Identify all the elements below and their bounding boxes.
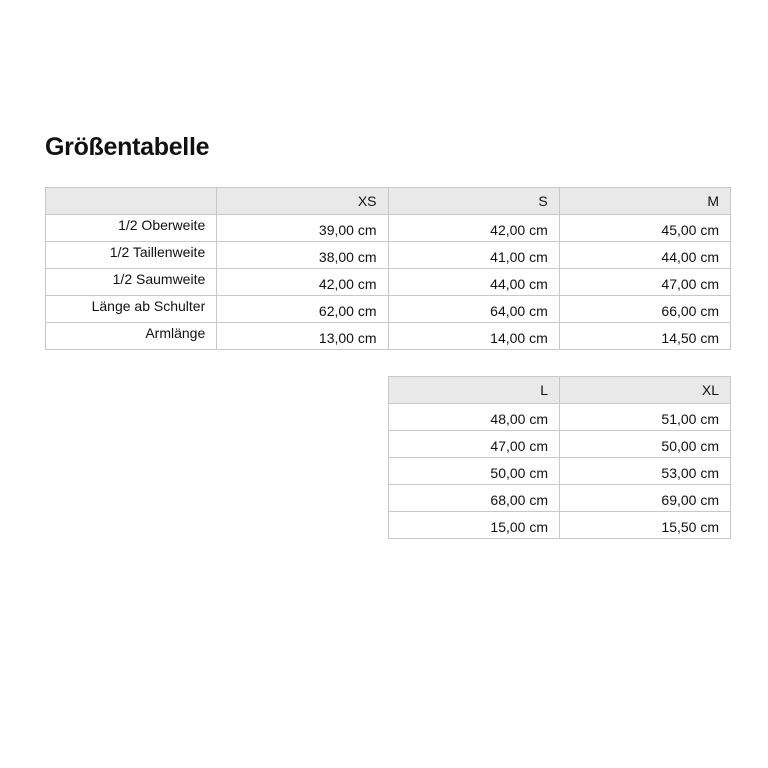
table-cell: 64,00 cm — [387, 295, 560, 323]
row-label: 1/2 Saumweite — [44, 268, 218, 296]
table-row: 48,00 cm 51,00 cm — [388, 403, 731, 431]
header-s: S — [387, 187, 560, 215]
table-cell: 42,00 cm — [216, 268, 389, 296]
table-row: 15,00 cm 15,50 cm — [388, 511, 731, 539]
table-header-row: XS S M — [44, 187, 732, 215]
row-label: 1/2 Oberweite — [44, 214, 218, 242]
table-cell: 14,00 cm — [387, 322, 560, 350]
row-label: 1/2 Taillenweite — [44, 241, 218, 269]
table-cell: 62,00 cm — [216, 295, 389, 323]
table-cell: 50,00 cm — [559, 430, 731, 458]
table-cell: 15,50 cm — [559, 511, 731, 539]
header-l: L — [388, 376, 560, 404]
table-cell: 68,00 cm — [388, 484, 560, 512]
table-row: 1/2 Saumweite 42,00 cm 44,00 cm 47,00 cm — [44, 268, 732, 296]
header-xl: XL — [559, 376, 731, 404]
table-cell: 47,00 cm — [558, 268, 732, 296]
row-label: Länge ab Schulter — [44, 295, 218, 323]
page-title: Größentabelle — [45, 133, 210, 161]
table-cell: 41,00 cm — [387, 241, 560, 269]
table-cell: 45,00 cm — [558, 214, 732, 242]
table-row: 1/2 Oberweite 39,00 cm 42,00 cm 45,00 cm — [44, 214, 732, 242]
table-cell: 66,00 cm — [558, 295, 732, 323]
table-cell: 15,00 cm — [388, 511, 560, 539]
table-cell: 50,00 cm — [388, 457, 560, 485]
table-row: Armlänge 13,00 cm 14,00 cm 14,50 cm — [44, 322, 732, 350]
header-xs: XS — [216, 187, 389, 215]
table-row: 1/2 Taillenweite 38,00 cm 41,00 cm 44,00 cm — [44, 241, 732, 269]
table-row: 47,00 cm 50,00 cm — [388, 430, 731, 458]
table-header-row: L XL — [388, 376, 731, 404]
table-cell: 47,00 cm — [388, 430, 560, 458]
table-cell: 53,00 cm — [559, 457, 731, 485]
table-cell: 44,00 cm — [558, 241, 732, 269]
table-cell: 48,00 cm — [388, 403, 560, 431]
row-label: Armlänge — [44, 322, 218, 350]
header-m: M — [558, 187, 732, 215]
size-table-xs-m: XS S M 1/2 Oberweite 39,00 cm 42,00 cm 45,0… — [44, 187, 732, 350]
table-row: 68,00 cm 69,00 cm — [388, 484, 731, 512]
table-row: Länge ab Schulter 62,00 cm 64,00 cm 66,00 c… — [44, 295, 732, 323]
table-row: 50,00 cm 53,00 cm — [388, 457, 731, 485]
header-empty — [44, 187, 218, 215]
table-cell: 14,50 cm — [558, 322, 732, 350]
table-cell: 69,00 cm — [559, 484, 731, 512]
size-table-l-xl: L XL 48,00 cm 51,00 cm 47,00 cm 50,00 cm 50,… — [388, 376, 731, 539]
table-cell: 38,00 cm — [216, 241, 389, 269]
table-cell: 51,00 cm — [559, 403, 731, 431]
table-cell: 42,00 cm — [387, 214, 560, 242]
table-cell: 13,00 cm — [216, 322, 389, 350]
table-cell: 39,00 cm — [216, 214, 389, 242]
table-cell: 44,00 cm — [387, 268, 560, 296]
